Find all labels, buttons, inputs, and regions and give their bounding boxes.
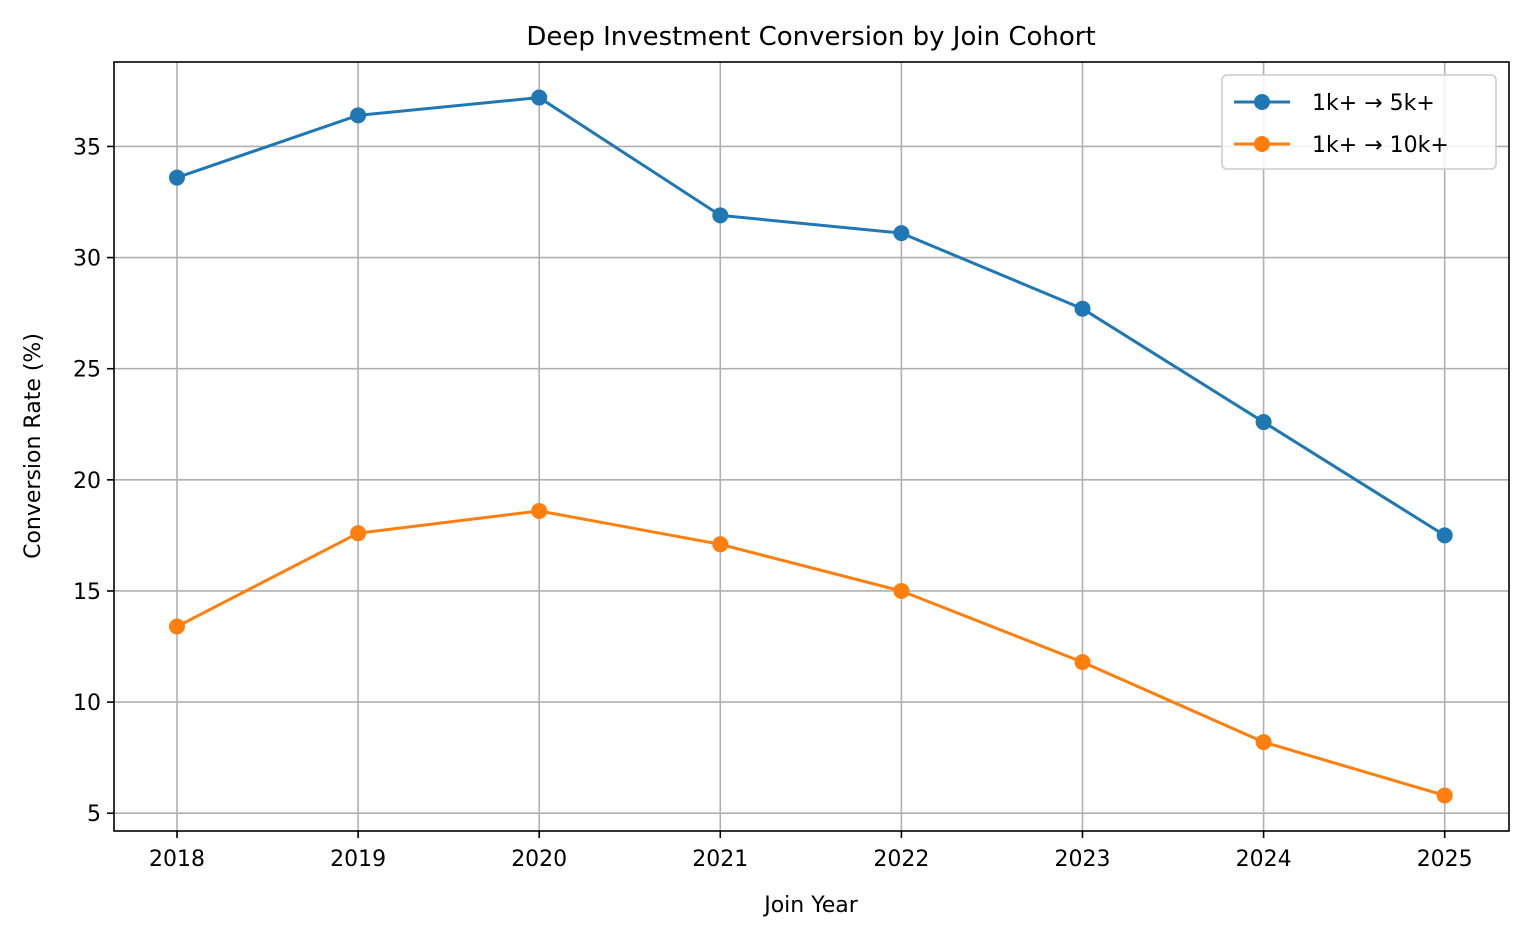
x-tick-label: 2020 xyxy=(511,847,567,872)
series-2 xyxy=(169,502,1453,804)
data-point xyxy=(350,525,367,542)
data-point xyxy=(893,225,910,242)
legend-label: 1k+ → 10k+ xyxy=(1312,133,1449,158)
data-point xyxy=(712,207,729,224)
ticks: 2018 2019 2020 2021 2022 2023 2024 202551015202… xyxy=(73,135,1473,872)
chart-title: Deep Investment Conversion by Join Cohor… xyxy=(526,22,1095,52)
data-point xyxy=(1436,787,1453,804)
plot-area-frame xyxy=(113,61,1510,832)
legend-marker xyxy=(1254,136,1270,152)
y-tick-label: 5 xyxy=(87,802,101,827)
x-axis-label: Join Year xyxy=(762,893,859,918)
legend: 1k+ → 5k+ 1k+ → 10k+ xyxy=(1221,74,1497,170)
y-tick-label: 20 xyxy=(73,469,101,494)
y-tick-label: 30 xyxy=(73,247,101,272)
x-tick-label: 2023 xyxy=(1055,847,1111,872)
data-point xyxy=(531,502,548,519)
grid xyxy=(114,62,1509,831)
data-point xyxy=(531,89,548,106)
legend-marker xyxy=(1254,94,1270,110)
x-tick-label: 2024 xyxy=(1236,847,1292,872)
data-point xyxy=(893,582,910,599)
x-tick-label: 2025 xyxy=(1417,847,1473,872)
series-1 xyxy=(169,89,1453,544)
y-axis-label: Conversion Rate (%) xyxy=(21,333,46,559)
data-point xyxy=(1074,300,1091,317)
x-tick-label: 2022 xyxy=(873,847,929,872)
x-tick-label: 2019 xyxy=(330,847,386,872)
y-tick-label: 35 xyxy=(73,135,101,160)
data-point xyxy=(1255,734,1272,751)
data-point xyxy=(350,107,367,124)
data-point xyxy=(1074,654,1091,671)
data-point xyxy=(712,536,729,553)
y-tick-label: 15 xyxy=(73,580,101,605)
legend-label: 1k+ → 5k+ xyxy=(1312,91,1435,116)
legend-frame xyxy=(1221,74,1497,170)
series-line xyxy=(176,509,1446,797)
y-tick-label: 25 xyxy=(73,358,101,383)
series-layer xyxy=(169,89,1453,804)
x-tick-label: 2018 xyxy=(149,847,205,872)
data-point xyxy=(1436,527,1453,544)
series-line xyxy=(176,96,1446,537)
data-point xyxy=(169,618,185,635)
x-tick-label: 2021 xyxy=(692,847,748,872)
y-tick-label: 10 xyxy=(73,691,101,716)
data-point xyxy=(169,169,185,186)
data-point xyxy=(1255,414,1272,431)
